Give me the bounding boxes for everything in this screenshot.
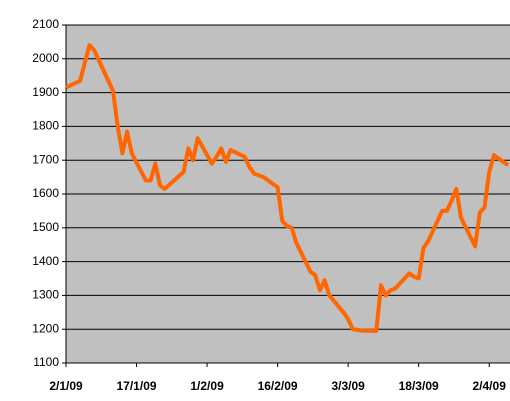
y-tick-label: 1900	[32, 85, 59, 99]
y-tick-label: 1400	[32, 254, 59, 268]
y-tick-label: 1300	[32, 288, 59, 302]
x-tick-label: 1/2/09	[190, 379, 224, 393]
y-tick-label: 1100	[33, 355, 59, 369]
x-tick-label: 2/4/09	[473, 379, 507, 393]
x-tick-label: 17/1/09	[117, 379, 157, 393]
x-tick-label: 3/3/09	[331, 379, 365, 393]
y-tick-label: 2000	[32, 51, 59, 65]
line	[65, 43, 510, 333]
x-tick-label: 2/1/09	[49, 379, 83, 393]
x-tick-label: 18/3/09	[399, 379, 439, 393]
y-tick-label: 1700	[32, 152, 59, 166]
y-tick-label: 2100	[32, 17, 59, 31]
y-tick-label: 1800	[32, 119, 59, 133]
y-tick-label: 1200	[32, 321, 59, 335]
y-tick-label: 1600	[32, 186, 59, 200]
x-tick-label: 16/2/09	[258, 379, 298, 393]
y-tick-label: 1500	[32, 220, 59, 234]
